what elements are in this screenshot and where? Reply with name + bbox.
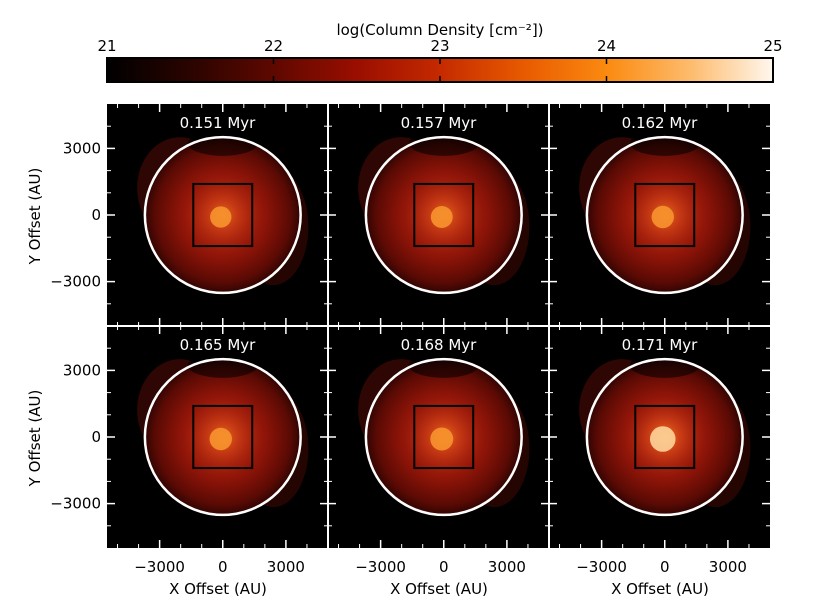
x-tick-label: 0: [439, 558, 449, 576]
zoom-box: [192, 182, 254, 248]
core-peak: [430, 206, 453, 228]
x-tick-label: 0: [218, 558, 228, 576]
y-tick-label: −3000: [50, 273, 101, 291]
x-tick-label: 3000: [267, 558, 305, 576]
x-axis-label-middle: X Offset (AU): [390, 580, 488, 598]
zoom-box: [413, 182, 475, 248]
panel-2: 0.157 Myr: [328, 104, 549, 326]
y-tick-label: 0: [91, 428, 101, 446]
x-tick-label: 0: [660, 558, 670, 576]
y-axis-label-bottom: Y Offset (AU): [26, 390, 44, 488]
panel-grid: 0.151 Myr −3000 0 3000 0.157 Myr 0.162 Myr 0.1…: [50, 104, 770, 576]
zoom-box: [192, 404, 254, 470]
panel-6: 0.171 Myr: [549, 326, 770, 548]
colorbar-tick-label: 23: [430, 37, 449, 55]
colorbar-tick-label: 25: [763, 37, 782, 55]
panel-time-label: 0.157 Myr: [401, 114, 478, 132]
zoom-box: [413, 404, 475, 470]
panel-ticks: [549, 326, 770, 548]
x-tick-label: 3000: [488, 558, 526, 576]
core-peak: [209, 427, 232, 451]
cloud-dark-lane: [408, 352, 479, 378]
radius-circle: [364, 357, 523, 517]
y-tick-label: 3000: [63, 361, 101, 379]
colorbar-tick-label: 21: [97, 37, 116, 55]
panel-time-label: 0.151 Myr: [180, 114, 257, 132]
panel-5: 0.168 Myr: [328, 326, 549, 548]
radius-circle: [143, 357, 302, 517]
cloud-dark-lane: [629, 352, 700, 378]
core-peak: [649, 426, 676, 452]
panel-4: 0.165 Myr: [107, 326, 328, 548]
zoom-box: [634, 182, 696, 248]
y-axis-label-top: Y Offset (AU): [26, 168, 44, 266]
x-tick-label: −3000: [355, 558, 406, 576]
core-peak: [651, 205, 674, 229]
colorbar-ticks: 21 22 23 24 25: [97, 37, 783, 82]
colorbar: log(Column Density [cm⁻²]) 21 22 23 24 25: [97, 21, 783, 83]
panel-1: 0.151 Myr: [107, 104, 328, 326]
y-tick-label: 0: [91, 206, 101, 224]
cloud-dark-lane: [408, 130, 479, 156]
x-tick-label: −3000: [134, 558, 185, 576]
panel-3: 0.162 Myr: [549, 104, 770, 326]
y-tick-label: 3000: [63, 139, 101, 157]
x-tick-label: −3000: [576, 558, 627, 576]
panel-time-label: 0.162 Myr: [622, 114, 699, 132]
radius-circle: [364, 135, 523, 295]
colorbar-tick-label: 22: [264, 37, 283, 55]
cloud-dark-lane: [629, 130, 700, 156]
radius-circle: [585, 135, 744, 295]
x-tick-label: 3000: [709, 558, 747, 576]
panel-time-label: 0.171 Myr: [622, 336, 699, 354]
y-tick-label: −3000: [50, 495, 101, 513]
colorbar-tick-label: 24: [597, 37, 616, 55]
panel-time-label: 0.168 Myr: [401, 336, 478, 354]
radius-circle: [585, 357, 744, 517]
core-peak: [430, 427, 454, 451]
zoom-box: [634, 404, 696, 470]
cloud-dark-lane: [187, 130, 258, 156]
colorbar-title: log(Column Density [cm⁻²]): [336, 21, 543, 39]
x-axis-label-right: X Offset (AU): [611, 580, 709, 598]
x-axis-label-left: X Offset (AU): [169, 580, 267, 598]
panel-time-label: 0.165 Myr: [180, 336, 257, 354]
cloud-dark-lane: [187, 352, 258, 378]
core-peak: [210, 206, 232, 228]
radius-circle: [143, 135, 302, 295]
